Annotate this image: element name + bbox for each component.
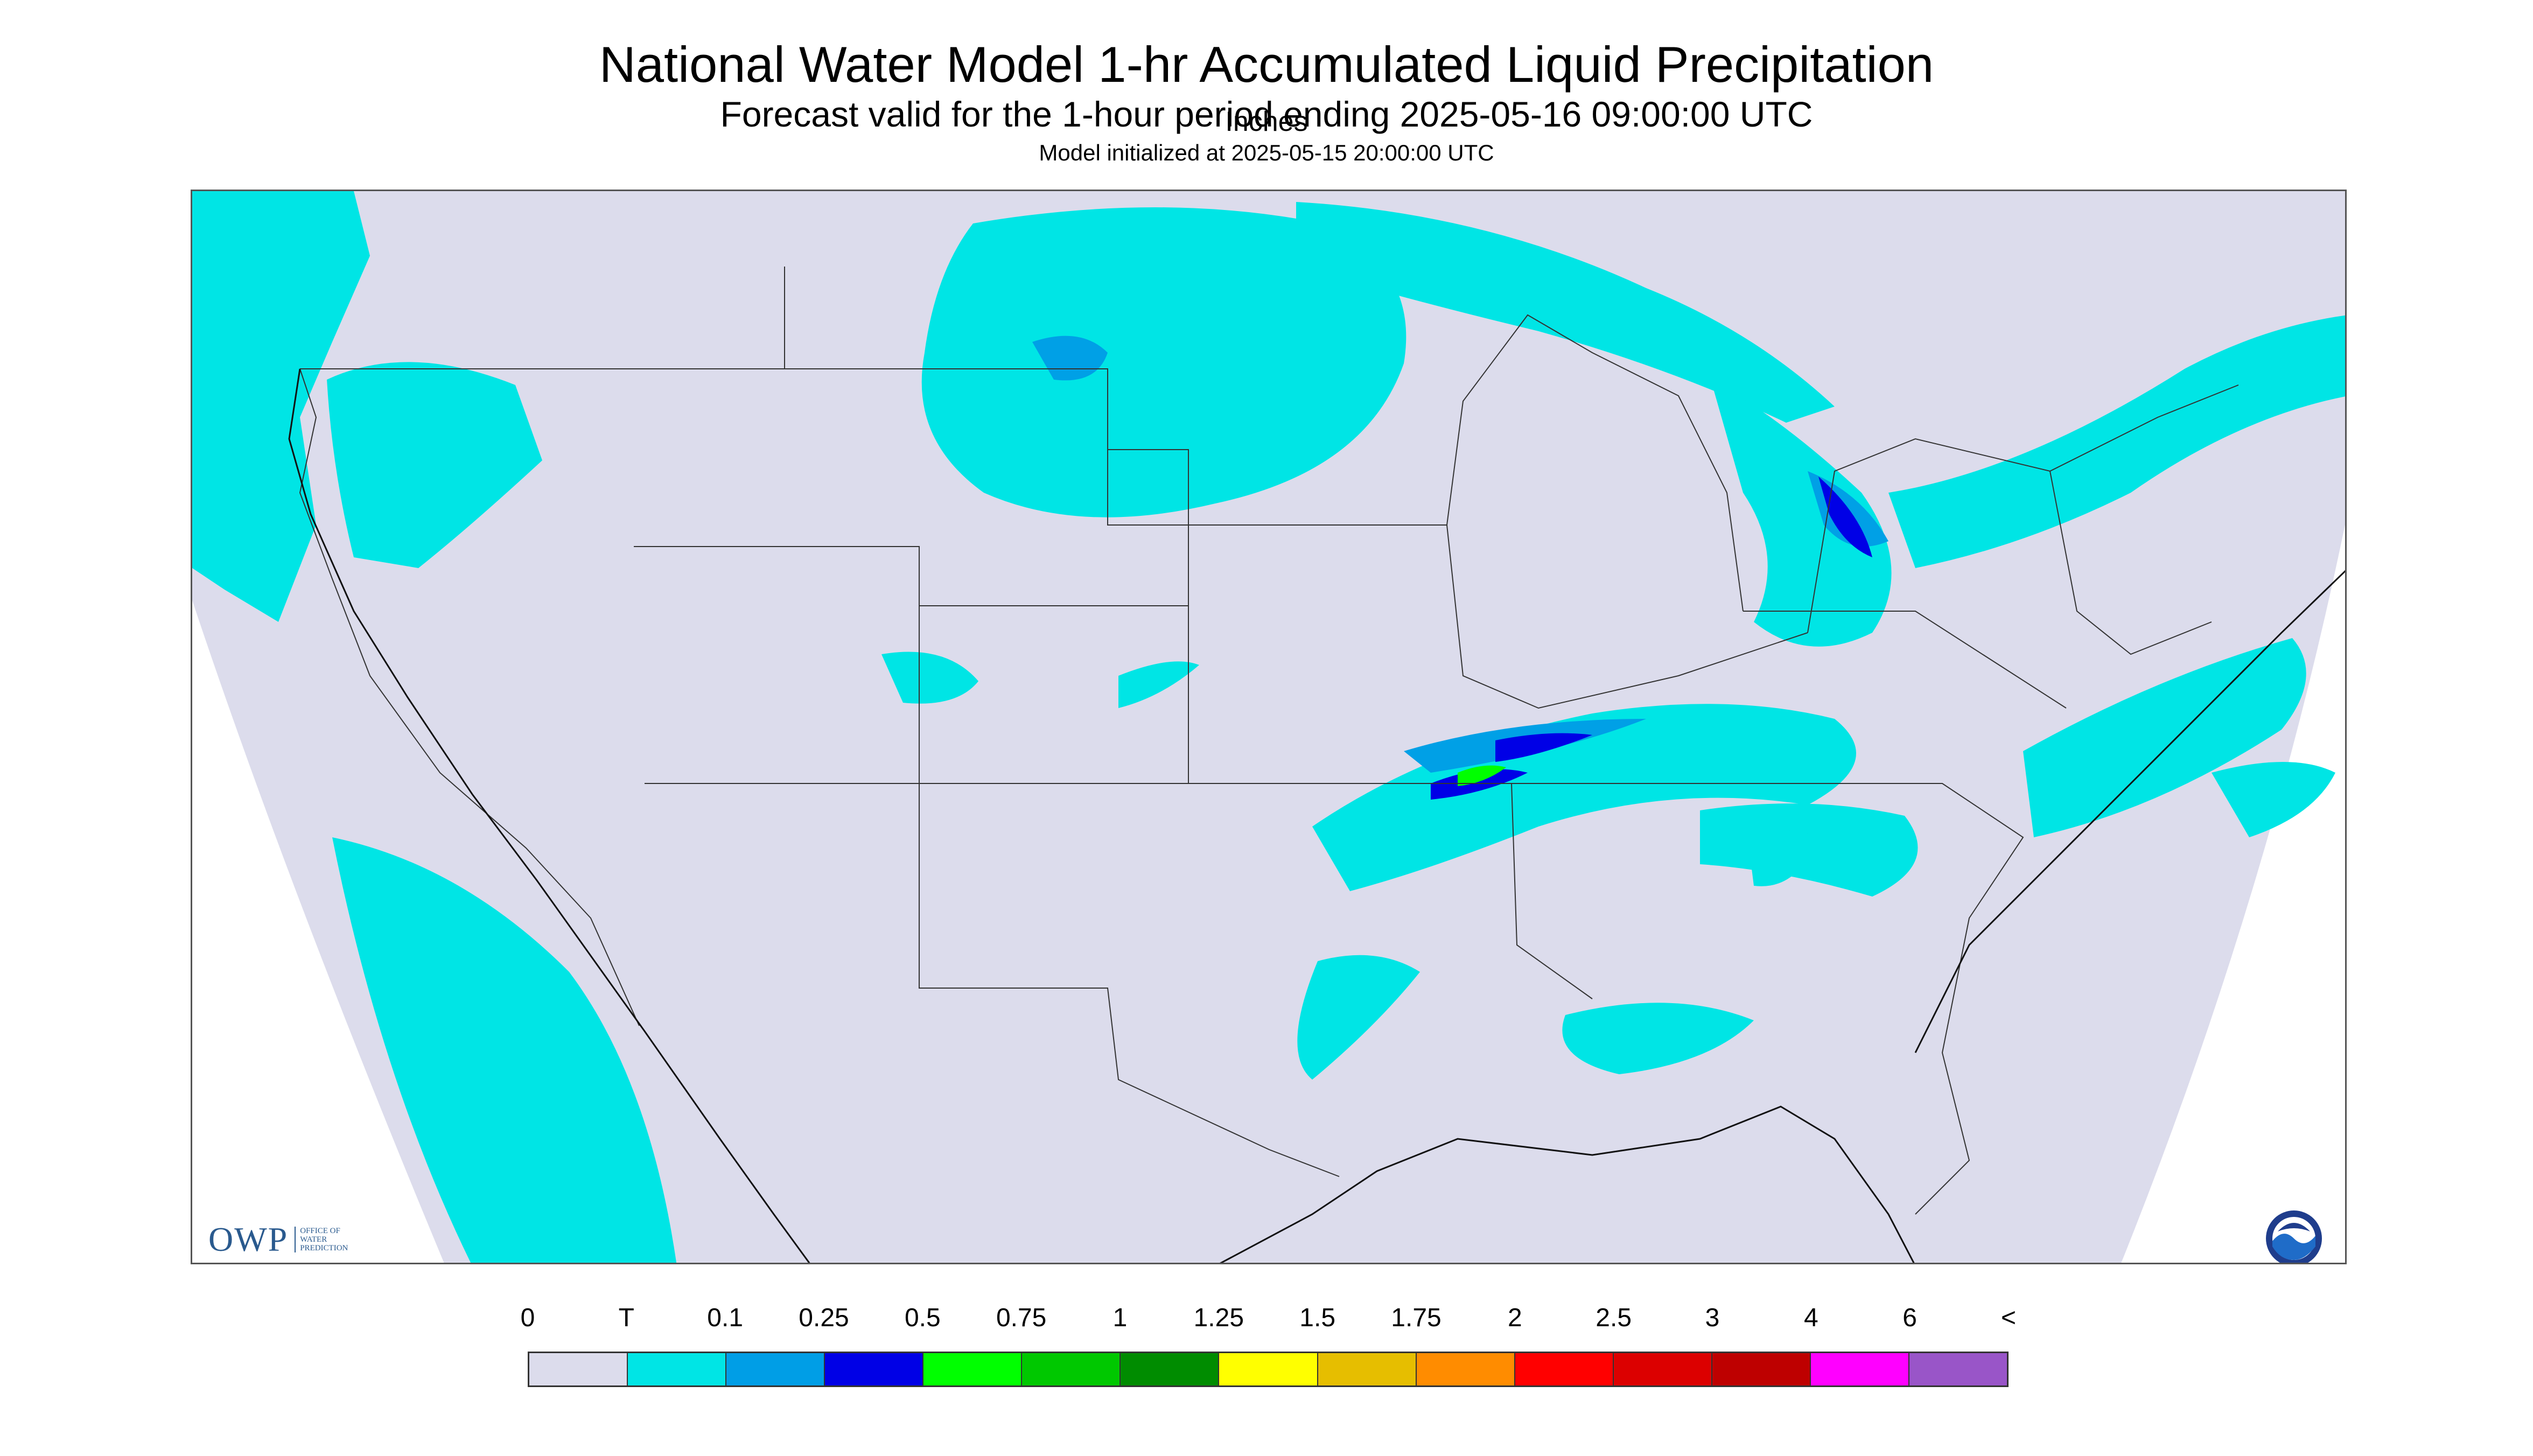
legend-swatch <box>1219 1353 1318 1385</box>
legend-tick-label: 6 <box>1902 1304 1917 1332</box>
owp-logo-mark: OWP <box>208 1220 289 1258</box>
legend-swatch <box>1416 1353 1515 1385</box>
owp-text-line: OFFICE OF <box>300 1227 340 1235</box>
owp-logo: OWP OFFICE OF WATER PREDICTION <box>208 1220 348 1259</box>
precipitation-heavy <box>1431 477 1872 800</box>
owp-logo-text: OFFICE OF WATER PREDICTION <box>295 1227 348 1252</box>
legend-tick-label: 2.5 <box>1596 1304 1632 1332</box>
owp-text-line: WATER <box>300 1235 327 1244</box>
legend-swatch <box>1121 1353 1220 1385</box>
legend-swatch <box>1613 1353 1712 1385</box>
map-title: National Water Model 1-hr Accumulated Li… <box>599 36 1934 93</box>
legend-swatch <box>1022 1353 1121 1385</box>
legend-tick-label: 0.5 <box>904 1304 941 1332</box>
legend-swatch <box>923 1353 1023 1385</box>
legend-swatch <box>1909 1353 2007 1385</box>
legend-tick-label: 4 <box>1803 1304 1818 1332</box>
legend-tick-label: 1.25 <box>1193 1304 1244 1332</box>
model-init-time: Model initialized at 2025-05-15 20:00:00… <box>1039 140 1494 165</box>
legend-tick-label: < <box>2000 1304 2017 1332</box>
precipitation-fields <box>192 191 2345 1263</box>
color-legend: 0 T 0.1 0.25 0.5 0.75 1 1.25 1.5 1.75 2 2.5 3 4 6 < <box>521 1303 2016 1422</box>
legend-tick-label: T <box>618 1304 634 1332</box>
legend-swatch <box>1810 1353 1909 1385</box>
legend-tick-label: 0 <box>520 1304 535 1332</box>
legend-swatch <box>1515 1353 1614 1385</box>
legend-swatch <box>1318 1353 1417 1385</box>
coastlines <box>288 368 2345 1263</box>
legend-tick-label: 0.1 <box>707 1304 744 1332</box>
legend-colorbar <box>528 1352 2009 1387</box>
legend-tick-label: 0.75 <box>996 1304 1047 1332</box>
legend-swatch <box>529 1353 628 1385</box>
map-subtitle: Forecast valid for the 1-hour period end… <box>720 94 1813 134</box>
legend-swatch <box>1712 1353 1811 1385</box>
precipitation-map: OWP OFFICE OF WATER PREDICTION <box>191 190 2347 1264</box>
legend-tick-label: 0.25 <box>799 1304 849 1332</box>
legend-swatch <box>726 1353 825 1385</box>
noaa-logo-icon <box>2266 1210 2322 1263</box>
legend-tick-label: 3 <box>1705 1304 1720 1332</box>
legend-tick-label: 1 <box>1112 1304 1128 1332</box>
state-borders <box>299 267 2239 1215</box>
legend-swatch <box>825 1353 924 1385</box>
map-canvas <box>192 191 2345 1263</box>
owp-text-line: PREDICTION <box>300 1244 348 1252</box>
legend-tick-label: 2 <box>1507 1304 1522 1332</box>
legend-units: Inches <box>1225 106 1308 137</box>
legend-tick-label: 1.75 <box>1391 1304 1442 1332</box>
precipitation-core <box>1458 765 1506 786</box>
legend-swatch <box>628 1353 727 1385</box>
legend-tick-label: 1.5 <box>1299 1304 1336 1332</box>
